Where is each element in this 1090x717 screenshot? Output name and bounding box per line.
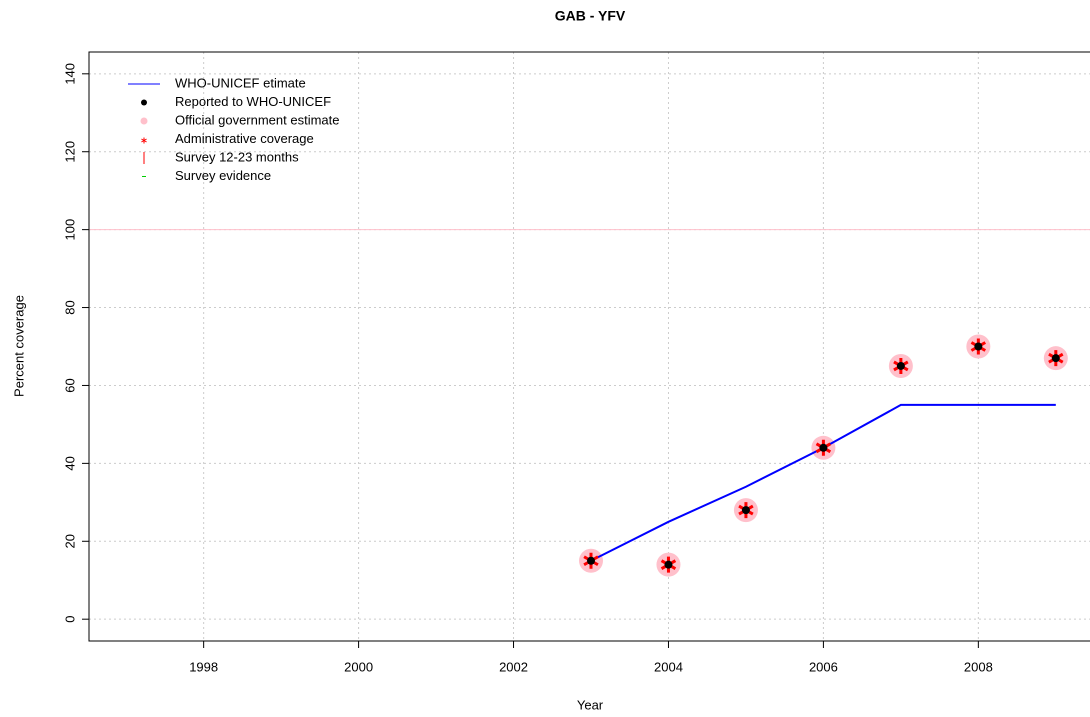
legend-label: Survey evidence [175, 168, 271, 183]
y-tick-label: 100 [62, 219, 77, 241]
plot-frame [88, 51, 1090, 642]
y-axis-label: Percent coverage [11, 295, 26, 397]
y-tick-label: 20 [62, 534, 77, 548]
legend-label: Reported to WHO-UNICEF [175, 94, 331, 109]
y-tick-label: 140 [62, 63, 77, 85]
y-tick-label: 60 [62, 378, 77, 392]
legend-swatch [141, 99, 147, 106]
legend-label: Official government estimate [175, 112, 340, 127]
x-tick-label: 2004 [654, 659, 683, 674]
reported-marker [587, 556, 595, 565]
x-tick-label: 2002 [499, 659, 528, 674]
x-axis-label: Year [577, 697, 604, 712]
x-tick-label: 2006 [809, 659, 838, 674]
legend-label: WHO-UNICEF etimate [175, 75, 306, 90]
chart-title: GAB - YFV [555, 8, 626, 24]
x-tick-label: 1998 [189, 659, 218, 674]
reported-marker [1051, 354, 1060, 363]
reported-marker [664, 560, 673, 569]
y-tick-label: 80 [62, 300, 77, 314]
legend-swatch [140, 117, 148, 125]
y-tick-label: 120 [62, 141, 77, 163]
legend-label: Survey 12-23 months [175, 149, 299, 164]
x-tick-label: 2000 [344, 659, 373, 674]
reported-marker [974, 342, 983, 351]
y-tick-label: 40 [62, 456, 77, 470]
legend-label: Administrative coverage [175, 131, 314, 146]
x-tick-label: 2008 [964, 659, 993, 674]
reported-marker [819, 443, 828, 452]
reported-marker [896, 361, 905, 370]
legend-swatch [141, 137, 147, 144]
reported-marker [741, 506, 750, 515]
y-tick-label: 0 [62, 616, 77, 623]
